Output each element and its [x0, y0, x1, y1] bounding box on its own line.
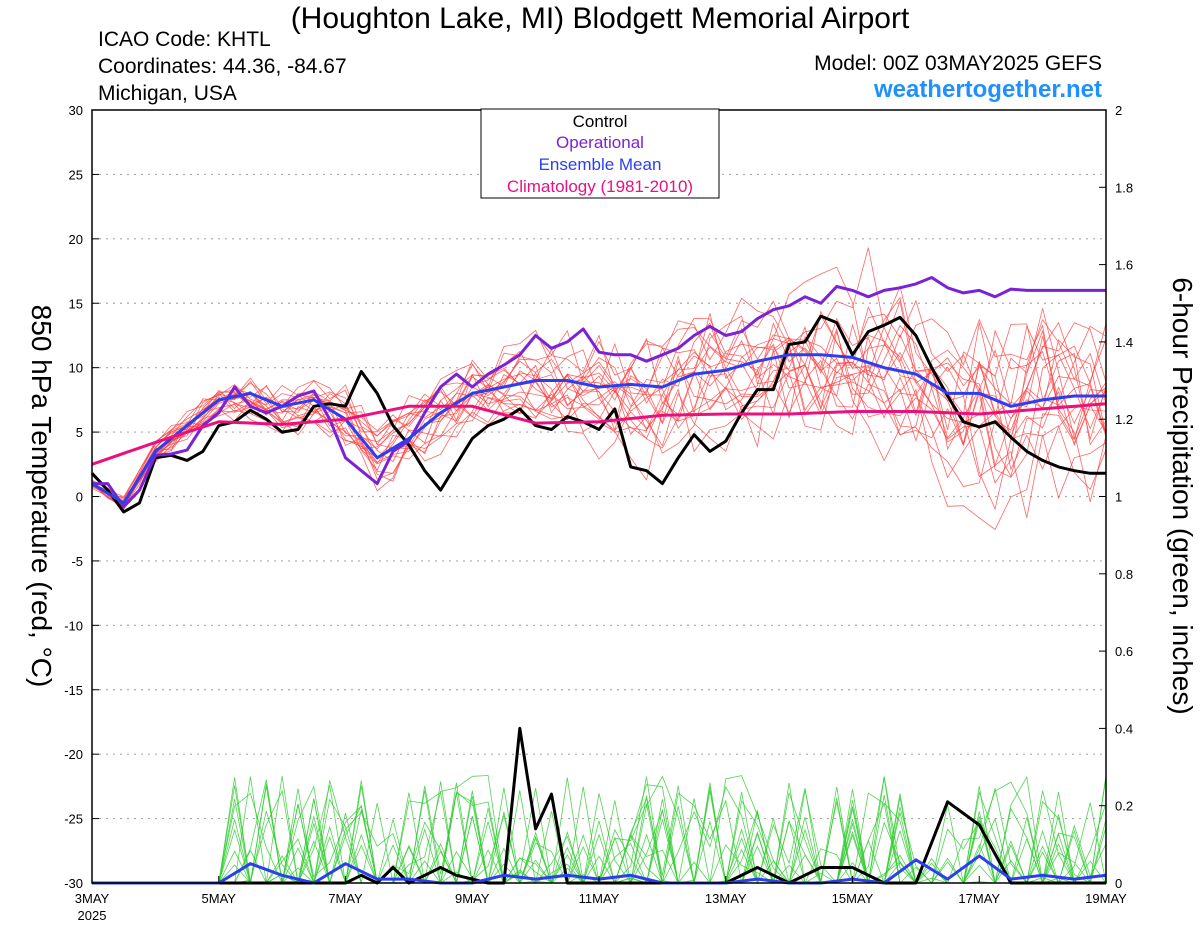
- y2-tick-label: 0.8: [1115, 567, 1133, 582]
- temperature-member-line: [91, 317, 1107, 518]
- y-tick-label: 15: [69, 296, 83, 311]
- precipitation-member-line: [92, 776, 1107, 885]
- y2-axis-ticks: 2 1.8 1.6 1.4 1.2 1 0.8 0.6 0.4 0.2 0: [1099, 103, 1133, 891]
- y-tick-label: -10: [64, 618, 83, 633]
- y-axis-label: 850 hPa Temperature (red, °C): [26, 305, 57, 688]
- x-tick-label: 15MAY: [832, 891, 874, 906]
- y-axis-ticks: 30 25 20 15 10 5 0 -5 -10 -15 -20 -25 -30: [64, 103, 99, 891]
- temperature-member-line: [91, 321, 1107, 499]
- temperature-member-line: [91, 247, 1107, 503]
- y-tick-label: 30: [69, 103, 83, 118]
- temperature-member-line: [91, 308, 1107, 508]
- x-tick-label: 13MAY: [705, 891, 747, 906]
- y-tick-label: -20: [64, 747, 83, 762]
- x-tick-label: 11MAY: [579, 891, 620, 906]
- y2-tick-label: 1.2: [1115, 412, 1133, 427]
- y2-tick-label: 0.4: [1115, 721, 1133, 736]
- legend: Control Operational Ensemble Mean Climat…: [480, 108, 720, 199]
- temperature-member-line: [91, 317, 1107, 511]
- temperature-member-line: [91, 284, 1107, 502]
- ensemble-members: [91, 247, 1107, 885]
- control-precipitation-line: [92, 726, 1106, 885]
- temperature-member-line: [91, 313, 1107, 501]
- y-tick-label: 20: [69, 232, 83, 247]
- y2-tick-label: 2: [1115, 103, 1122, 118]
- y-tick-label: -15: [64, 683, 83, 698]
- temperature-member-line: [91, 299, 1107, 505]
- legend-entry-ensemble-mean: Ensemble Mean: [539, 155, 662, 174]
- coordinates: Coordinates: 44.36, -84.67: [98, 55, 347, 78]
- y-tick-label: -25: [64, 812, 83, 827]
- ensemble-mean-temperature-line: [91, 353, 1106, 505]
- y-tick-label: 10: [69, 361, 83, 376]
- y2-axis-label: 6-hour Precipitation (green, inches): [1167, 277, 1198, 714]
- temperature-member-line: [91, 315, 1107, 531]
- legend-box: [480, 108, 720, 199]
- x-tick-label: 9MAY: [455, 891, 490, 906]
- y-tick-label: 5: [76, 425, 83, 440]
- x-year-label: 2025: [78, 908, 107, 923]
- site-link[interactable]: weathertogether.net: [873, 76, 1102, 103]
- x-tick-label: 7MAY: [328, 891, 363, 906]
- y2-tick-label: 0.6: [1115, 644, 1133, 659]
- x-axis-ticks: 3MAY 5MAY 7MAY 9MAY 11MAY 13MAY 15MAY 17MAY 19MA…: [75, 876, 1127, 906]
- temperature-member-line: [91, 306, 1107, 505]
- y2-tick-label: 0: [1115, 876, 1122, 891]
- chart-title: (Houghton Lake, MI) Blodgett Memorial Ai…: [290, 2, 910, 35]
- icao-code: ICAO Code: KHTL: [98, 28, 271, 51]
- model-run: Model: 00Z 03MAY2025 GEFS: [814, 52, 1102, 75]
- x-tick-label: 5MAY: [202, 891, 237, 906]
- legend-entry-control: Control: [573, 112, 628, 131]
- temperature-member-line: [91, 310, 1107, 505]
- y-tick-label: 0: [76, 490, 83, 505]
- y2-tick-label: 1.8: [1115, 180, 1133, 195]
- x-tick-label: 3MAY: [75, 891, 110, 906]
- y-tick-label: 25: [69, 167, 83, 182]
- y2-tick-label: 1.4: [1115, 335, 1133, 350]
- legend-entry-operational: Operational: [556, 133, 644, 152]
- legend-entry-climatology: Climatology (1981-2010): [507, 177, 693, 196]
- region: Michigan, USA: [98, 82, 237, 105]
- y2-tick-label: 1.6: [1115, 258, 1133, 273]
- temperature-member-line: [91, 266, 1107, 507]
- y2-tick-label: 0.2: [1115, 799, 1133, 814]
- y-tick-label: -30: [64, 876, 83, 891]
- y2-tick-label: 1: [1115, 490, 1122, 505]
- control-temperature-line: [90, 314, 1106, 514]
- x-tick-label: 17MAY: [958, 891, 1000, 906]
- y-tick-label: -5: [71, 554, 83, 569]
- grid-lines: [92, 173, 1106, 820]
- climatology-temperature-line: [91, 402, 1107, 466]
- operational-temperature-line: [92, 276, 1106, 509]
- x-tick-label: 19MAY: [1085, 891, 1127, 906]
- temperature-member-line: [91, 322, 1107, 511]
